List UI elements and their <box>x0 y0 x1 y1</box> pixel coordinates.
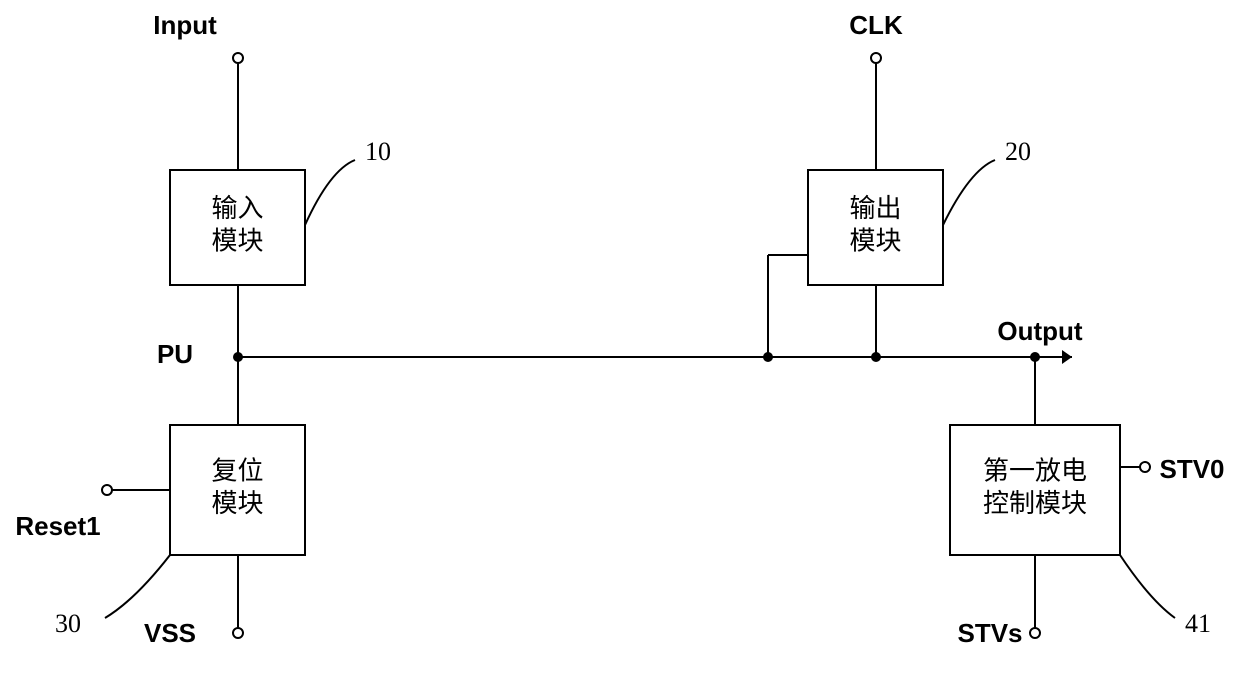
discharge_module-label-line-0: 第一放电 <box>983 457 1087 486</box>
input_module-label-line-1: 模块 <box>211 227 263 256</box>
bus-left-dot <box>763 352 773 362</box>
output_module-label-line-1: 模块 <box>849 227 901 256</box>
discharge_module-lead <box>1120 555 1175 618</box>
input_module: 输入模块 10 <box>170 137 391 285</box>
stv0-terminal <box>1140 462 1150 472</box>
input_module-label-line-0: 输入 <box>211 194 263 223</box>
vss-terminal <box>233 628 243 638</box>
reset_module-lead <box>105 555 170 618</box>
clk-terminal <box>871 53 881 63</box>
output_module-lead <box>943 160 995 225</box>
reset1-terminal <box>102 485 112 495</box>
pu-label: PU <box>157 339 193 369</box>
output_module: 输出模块 20 <box>808 137 1031 285</box>
reset_module-label-line-0: 复位 <box>211 457 263 486</box>
pu-dot <box>233 352 243 362</box>
block-diagram: 输入模块10输出模块20复位模块30第一放电控制模块41InputCLKRese… <box>0 0 1239 678</box>
input-label: Input <box>153 10 217 40</box>
output_module-label-line-0: 输出 <box>849 194 901 223</box>
stvs-label: STVs <box>957 618 1022 648</box>
bus-disc-dot <box>1030 352 1040 362</box>
input_module-lead <box>305 160 355 225</box>
reset_module-label-line-1: 模块 <box>211 489 263 518</box>
output-label: Output <box>997 316 1083 346</box>
output-arrowhead <box>1062 350 1072 364</box>
clk-label: CLK <box>849 10 903 40</box>
reset_module-ref: 30 <box>55 609 81 638</box>
discharge_module-label-line-1: 控制模块 <box>983 489 1087 518</box>
input_module-ref: 10 <box>365 137 391 166</box>
discharge_module-ref: 41 <box>1185 609 1211 638</box>
reset1-label: Reset1 <box>15 511 100 541</box>
vss-label: VSS <box>144 618 196 648</box>
bus-out-dot <box>871 352 881 362</box>
input-terminal <box>233 53 243 63</box>
stvs-terminal <box>1030 628 1040 638</box>
stv0-label: STV0 <box>1159 454 1224 484</box>
output_module-ref: 20 <box>1005 137 1031 166</box>
